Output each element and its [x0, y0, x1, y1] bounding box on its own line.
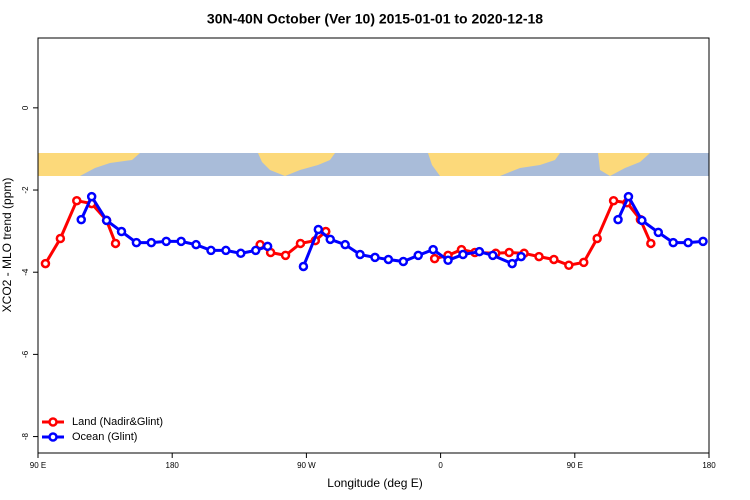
data-point — [295, 238, 306, 249]
data-point — [280, 250, 291, 261]
data-point — [313, 224, 324, 235]
data-point — [534, 251, 544, 262]
data-point — [250, 245, 261, 256]
data-point — [325, 234, 336, 245]
data-point — [653, 227, 664, 238]
data-point — [76, 214, 86, 225]
data-point — [488, 250, 498, 261]
data-point — [428, 244, 438, 255]
x-tick-label: 90 E — [30, 461, 46, 470]
data-point — [116, 226, 127, 237]
data-point — [458, 249, 468, 260]
data-point — [72, 195, 82, 206]
data-point — [370, 252, 380, 263]
data-point — [474, 246, 485, 257]
data-point — [564, 260, 574, 270]
data-point — [608, 195, 619, 206]
data-point — [176, 236, 186, 247]
data-point — [110, 238, 121, 249]
data-point — [86, 191, 97, 202]
data-point — [262, 241, 273, 252]
data-point — [355, 249, 365, 260]
chart-title: 30N-40N October (Ver 10) 2015-01-01 to 2… — [207, 11, 543, 27]
data-point — [221, 245, 231, 256]
data-point — [146, 237, 157, 248]
x-axis-label: Longitude (deg E) — [327, 476, 422, 490]
y-tick-label: -6 — [21, 350, 30, 358]
x-tick-label: 180 — [166, 461, 180, 470]
legend-marker — [48, 417, 58, 427]
data-point — [55, 233, 66, 244]
data-point — [516, 251, 526, 262]
data-point — [398, 256, 409, 267]
data-point — [623, 191, 634, 202]
x-tick-label: 90 W — [297, 461, 316, 470]
y-tick-label: -2 — [21, 186, 30, 194]
x-tick-label: 0 — [438, 461, 443, 470]
data-point — [161, 236, 171, 247]
legend-label: Ocean (Glint) — [72, 431, 137, 443]
data-point — [507, 258, 517, 269]
y-tick-label: -4 — [21, 268, 30, 276]
x-tick-label: 90 E — [567, 461, 583, 470]
data-point — [101, 215, 112, 226]
data-point — [298, 261, 309, 272]
data-point — [40, 258, 51, 269]
data-point — [637, 215, 647, 226]
data-point — [592, 233, 602, 244]
data-point — [668, 237, 678, 248]
data-point — [191, 239, 201, 250]
y-axis-label: XCO2 - MLO trend (ppm) — [0, 178, 14, 313]
data-point — [429, 253, 440, 264]
data-point — [413, 250, 423, 261]
series-line — [44, 199, 653, 267]
data-point — [131, 237, 142, 248]
data-point — [340, 239, 350, 250]
data-point — [683, 237, 693, 248]
data-point — [613, 214, 623, 225]
map-strip — [38, 153, 709, 176]
data-point — [504, 247, 514, 258]
legend-marker — [48, 432, 58, 442]
y-tick-label: 0 — [21, 105, 30, 110]
data-point — [698, 236, 708, 247]
data-point — [578, 257, 589, 268]
y-tick-label: -8 — [21, 432, 30, 440]
data-point — [443, 255, 453, 266]
data-point — [646, 238, 656, 249]
data-point — [549, 254, 559, 265]
data-point — [236, 248, 246, 259]
data-point — [206, 245, 216, 256]
data-point — [383, 254, 394, 265]
x-tick-label: 180 — [702, 461, 716, 470]
legend-label: Land (Nadir&Glint) — [72, 416, 163, 428]
plot-frame — [37, 37, 710, 454]
